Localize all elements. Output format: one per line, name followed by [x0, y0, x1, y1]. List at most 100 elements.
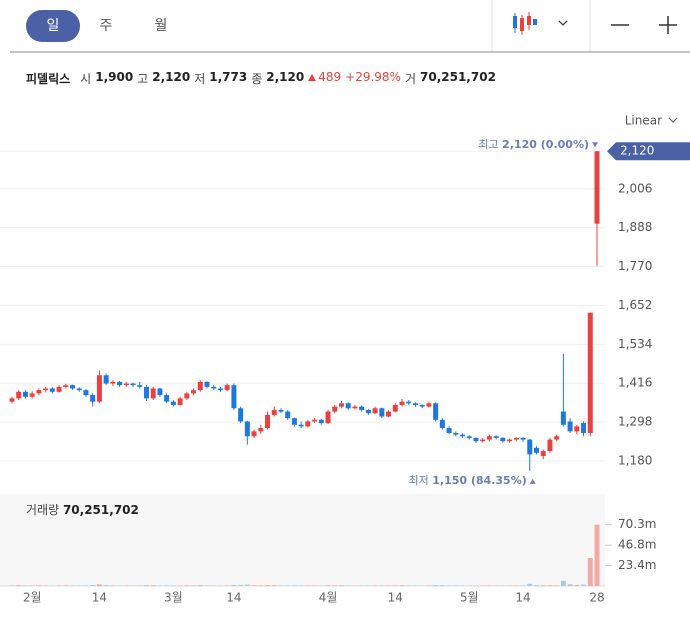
zoom-in[interactable] — [659, 16, 677, 34]
candle-body — [433, 403, 439, 420]
price-tag — [607, 142, 690, 161]
y-tick-label: 1,534 — [618, 337, 652, 351]
volume-bar — [197, 585, 203, 586]
candle-body — [103, 375, 109, 384]
volume-bar — [56, 585, 62, 586]
candle-body — [150, 388, 156, 399]
candle-body — [36, 390, 42, 394]
volume-bar — [9, 585, 15, 586]
annotation: 최저 1,150 (84.35%) — [409, 474, 527, 487]
candle-body — [352, 406, 358, 409]
candle-body — [533, 447, 539, 453]
scale-chevron[interactable] — [668, 117, 678, 123]
y-tick-label: 1,770 — [618, 259, 652, 273]
candle-body — [22, 391, 28, 397]
field-label: 종 — [251, 72, 263, 86]
volume-bar — [554, 585, 560, 586]
candle-body — [318, 419, 324, 424]
x-tick-label: 14 — [226, 591, 241, 605]
field-value: 70,251,702 — [420, 70, 496, 84]
candle-body — [56, 386, 62, 392]
candle-body — [191, 390, 197, 394]
volume-bar — [338, 585, 344, 586]
candle-body — [325, 411, 331, 424]
volume-bar — [83, 585, 89, 586]
volume-bar — [204, 585, 210, 586]
volume-bar — [527, 583, 533, 586]
candle-body — [365, 409, 371, 414]
candle-body — [419, 404, 425, 407]
candle-body — [386, 411, 392, 417]
x-tick-label: 5월 — [460, 591, 479, 605]
x-tick-label: 2월 — [23, 591, 42, 605]
volume-bar — [184, 585, 190, 586]
x-tick-label: 28 — [589, 591, 604, 605]
candle-body — [63, 385, 69, 387]
field-value: 1,773 — [209, 70, 248, 84]
volume-bar — [574, 584, 580, 586]
volume-bar — [110, 585, 116, 586]
candle-body — [123, 383, 129, 386]
tab[interactable]: 월 — [155, 18, 168, 34]
candle-body — [110, 381, 116, 384]
field-label: 시 — [80, 72, 92, 86]
candle-body — [271, 409, 277, 415]
field-label: 거 — [404, 72, 416, 86]
x-tick-label: 4월 — [319, 591, 338, 605]
volume-bar — [433, 585, 439, 586]
candle-body — [224, 385, 230, 391]
candle-body — [305, 421, 311, 427]
candle-body — [554, 436, 560, 440]
volume-bar — [271, 585, 277, 586]
candle-body — [231, 385, 237, 409]
candle-body — [157, 388, 163, 396]
candle-body — [560, 411, 566, 425]
volume-bar — [143, 585, 149, 586]
candle-body — [184, 393, 190, 399]
volume-bar — [399, 585, 405, 586]
dropdown-chevron[interactable] — [558, 20, 568, 26]
candle-body — [460, 434, 466, 437]
candle-body — [90, 395, 96, 402]
candle-body — [581, 423, 587, 433]
x-tick-label: 14 — [92, 591, 107, 605]
candle-body — [291, 418, 297, 425]
volume-bar — [392, 585, 398, 586]
candle-body — [493, 436, 499, 438]
change: 489 — [308, 70, 341, 87]
volume-header: 거래량 70,251,702 — [26, 501, 139, 518]
candle-body — [500, 437, 506, 442]
candle-body — [466, 436, 472, 438]
volume-bar — [265, 585, 271, 586]
tab[interactable]: 일 — [47, 18, 60, 34]
candle-body — [345, 403, 351, 409]
volume-bar — [567, 584, 573, 586]
volume-bar — [547, 585, 553, 586]
candle-body — [9, 398, 15, 402]
volume-bar — [16, 585, 22, 586]
volume-bar — [325, 585, 331, 586]
x-tick-label: 14 — [388, 591, 403, 605]
annotation-label: 최고 — [478, 138, 498, 151]
stock-name: 피델릭스 — [26, 72, 71, 86]
y-tick-label: 1,180 — [618, 453, 652, 467]
tab-active[interactable] — [26, 10, 80, 42]
candle-body — [238, 408, 244, 422]
chart-type-icon[interactable] — [513, 12, 537, 35]
candle-body — [251, 431, 257, 437]
candle-body — [197, 381, 203, 391]
candle-body — [547, 439, 553, 452]
change-pct: +29.98% — [345, 70, 401, 84]
candle-body — [258, 428, 264, 432]
candle-body — [594, 151, 600, 224]
volume-bar — [150, 585, 156, 586]
candle-body — [312, 419, 318, 422]
scale-mode[interactable]: Linear — [625, 114, 662, 128]
field-label: 고 — [137, 72, 149, 86]
candle-body — [372, 408, 378, 414]
candle-body — [164, 395, 170, 402]
tab[interactable]: 주 — [100, 18, 113, 34]
candle-body — [446, 428, 452, 433]
candle-body — [170, 401, 176, 405]
